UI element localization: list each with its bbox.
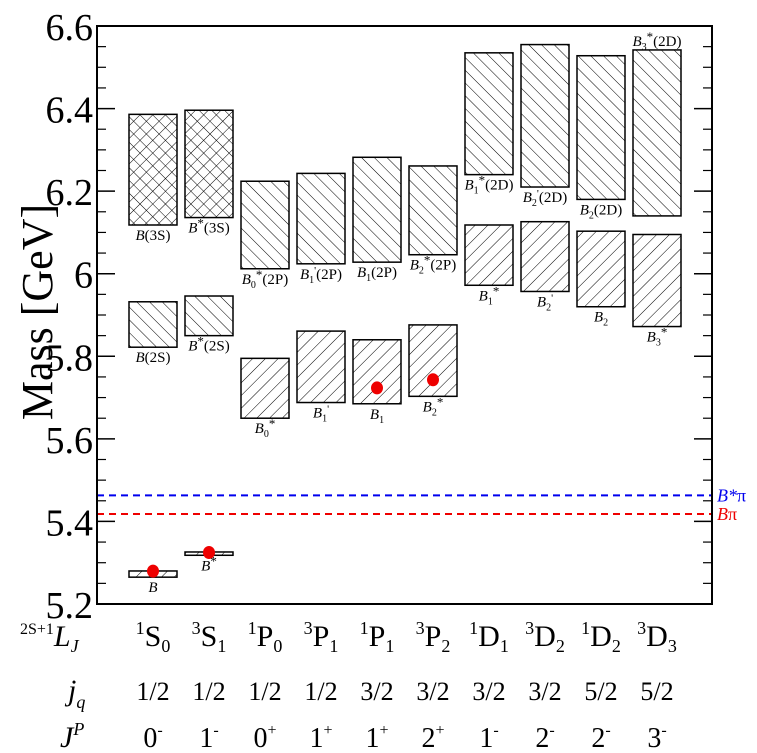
state-box <box>128 113 178 226</box>
jq-value: 5/2 <box>584 677 617 706</box>
y-tick-label: 6.4 <box>46 90 94 132</box>
y-tick-label: 6.6 <box>46 7 94 49</box>
state-label: B1' <box>313 404 329 425</box>
y-axis-label: Mass [GeV] <box>13 204 62 420</box>
state-label: B2 <box>594 310 608 329</box>
state-label: B2*(2P) <box>410 253 457 277</box>
state-label: B1'(2P) <box>300 265 342 286</box>
state-label: B2(2D) <box>580 202 623 221</box>
term-symbol: 1D1 <box>469 618 509 656</box>
state-label: B1(2P) <box>357 265 397 284</box>
state-box <box>128 301 178 348</box>
jq-value: 1/2 <box>136 677 169 706</box>
row-label-term: 2S+1LJ <box>20 620 80 656</box>
state-box <box>464 224 514 287</box>
state-box <box>464 52 514 176</box>
jp-value: 2+ <box>421 722 444 753</box>
state-box <box>296 172 346 265</box>
row-label-jp: JP <box>60 719 84 753</box>
term-symbol: 1D2 <box>581 618 621 656</box>
state-box <box>576 54 626 201</box>
y-tick-label: 5.2 <box>46 585 94 627</box>
state-label: B1 <box>370 407 384 426</box>
state-box <box>296 330 346 404</box>
jp-value: 1+ <box>365 722 388 753</box>
jp-value: 3- <box>647 722 666 753</box>
term-symbol: 3P2 <box>416 618 451 656</box>
y-tick-label: 6.2 <box>46 172 94 214</box>
measured-point <box>147 564 159 578</box>
term-symbol: 3S1 <box>192 618 227 656</box>
state-label: B*(3S) <box>188 216 230 237</box>
state-box <box>352 156 402 263</box>
state-box <box>632 49 682 217</box>
state-box <box>408 165 458 256</box>
threshold-label: Bπ <box>717 504 737 524</box>
jq-value: 1/2 <box>304 677 337 706</box>
state-box <box>632 233 682 328</box>
jp-value: 1- <box>199 722 218 753</box>
state-box <box>520 43 570 188</box>
state-label: B <box>148 580 157 596</box>
state-label: B2' <box>537 292 553 313</box>
state-label: B*(2S) <box>188 334 230 355</box>
jq-value: 5/2 <box>640 677 673 706</box>
jq-value: 1/2 <box>192 677 225 706</box>
y-tick-label: 6 <box>74 255 93 297</box>
jp-value: 0+ <box>253 722 276 753</box>
measured-point <box>203 546 215 560</box>
jp-value: 1+ <box>309 722 332 753</box>
jp-value: 0- <box>143 722 162 753</box>
jp-value: 2- <box>591 722 610 753</box>
jp-value: 1- <box>479 722 498 753</box>
state-box <box>520 220 570 293</box>
term-symbol: 1P1 <box>360 618 395 656</box>
state-label: B0*(2P) <box>242 267 289 291</box>
state-label: B2'(2D) <box>523 188 567 209</box>
y-tick-label: 5.4 <box>46 502 94 544</box>
state-label: B3*(2D) <box>633 29 682 53</box>
term-symbol: 3D3 <box>637 618 677 656</box>
term-symbol: 1S0 <box>136 618 171 656</box>
state-box <box>240 357 290 419</box>
state-label: B2* <box>423 394 444 418</box>
term-symbol: 3D2 <box>525 618 565 656</box>
state-label: B3* <box>647 325 668 349</box>
jq-value: 3/2 <box>472 677 505 706</box>
row-label-jq: jq <box>64 674 85 712</box>
state-label: B* <box>201 553 217 574</box>
measured-point <box>427 373 439 387</box>
state-label: B(2S) <box>135 350 170 366</box>
y-tick-label: 5.6 <box>46 420 94 462</box>
term-symbol: 1P0 <box>248 618 283 656</box>
jq-value: 3/2 <box>416 677 449 706</box>
state-label: B1* <box>479 283 500 307</box>
measured-point <box>371 381 383 395</box>
state-box <box>240 180 290 270</box>
y-tick-label: 5.8 <box>46 337 94 379</box>
state-label: B1*(2D) <box>465 173 514 197</box>
threshold-label: B*π <box>717 485 746 505</box>
state-box <box>184 109 234 219</box>
jq-value: 1/2 <box>248 677 281 706</box>
state-box <box>184 295 234 337</box>
state-label: B(3S) <box>135 228 170 244</box>
jp-value: 2- <box>535 722 554 753</box>
jq-value: 3/2 <box>360 677 393 706</box>
term-symbol: 3P1 <box>304 618 339 656</box>
jq-value: 3/2 <box>528 677 561 706</box>
state-box <box>576 230 626 308</box>
state-label: B0* <box>255 416 276 440</box>
